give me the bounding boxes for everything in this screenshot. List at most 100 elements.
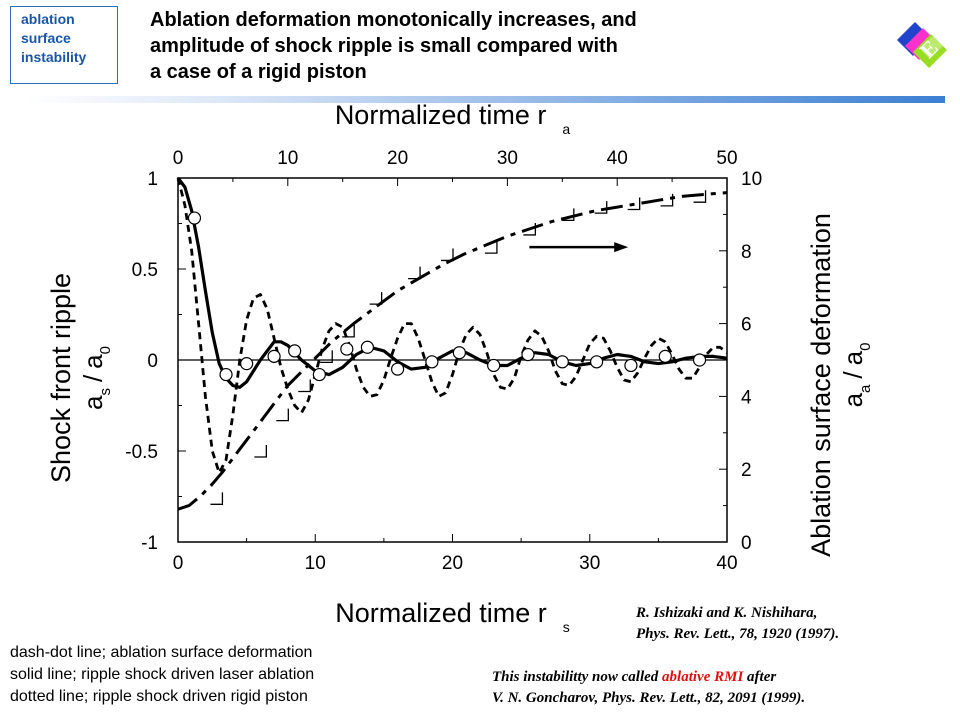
right-tick-label: 8 [741, 242, 752, 263]
square-corner-marker [298, 379, 311, 393]
circle-marker [624, 358, 638, 373]
reference-line: This instabilitty now called ablative RM… [492, 667, 805, 688]
note-solid: solid line; ripple shock driven laser ab… [10, 666, 315, 683]
right-axis-quantity-numerator-subscript: a [857, 384, 874, 393]
square-corner-marker [254, 445, 268, 458]
square-corner-marker [441, 248, 454, 262]
logo-icon: E [897, 22, 947, 68]
right-tick-label: 4 [741, 387, 752, 408]
top-tick-label: 40 [607, 148, 628, 169]
right-tick-label: 2 [741, 460, 752, 481]
topic-tag: ablation surface instability [10, 6, 118, 84]
square-corner-marker [523, 222, 537, 236]
x-tick-label: 20 [442, 553, 463, 574]
reference-line: R. Ishizaki and K. Nishihara, [636, 605, 818, 621]
left-axis-quantity-denominator-subscript: 0 [97, 346, 114, 354]
x-tick-label: 40 [716, 553, 737, 574]
title-underline-bar [25, 96, 945, 103]
right-tick-label: 10 [741, 169, 762, 190]
y-tick-label: 0.5 [132, 260, 158, 281]
circle-marker [658, 349, 672, 363]
square-corner-marker [594, 201, 608, 214]
right-axis-quantity-separator: / [838, 371, 868, 379]
reference-goncharov: This instabilitty now called ablative RM… [492, 667, 805, 709]
left-axis-quantity: as/a0 [78, 346, 114, 410]
direction-arrow-head [614, 242, 629, 253]
left-axis-quantity-denominator: a [78, 354, 108, 369]
right-axis-title-text: Ablation surface deformation [806, 213, 836, 557]
square-corner-marker [627, 197, 641, 211]
circle-marker [391, 362, 405, 376]
circle-marker [340, 342, 354, 356]
square-corner-marker [210, 492, 224, 505]
right-axis-quantity-numerator: a [838, 392, 868, 407]
reference-text: after [743, 669, 777, 685]
circle-marker [187, 211, 202, 225]
square-corner-marker [660, 193, 674, 207]
circle-marker [312, 367, 326, 382]
topic-tag-line: instability [21, 49, 87, 65]
circle-marker [240, 357, 254, 371]
circle-marker [267, 349, 281, 363]
square-corner-marker [408, 266, 421, 280]
note-dotted: dotted line; ripple shock driven rigid p… [10, 688, 308, 705]
note-dash-dot: dash-dot line; ablation surface deformat… [10, 644, 313, 661]
circle-marker [692, 353, 707, 367]
right-axis-quantity-denominator-subscript: 0 [857, 343, 874, 351]
y-tick-label: -1 [141, 533, 158, 554]
slide-title: Ablation deformation monotonically incre… [150, 7, 770, 85]
reference-text: This instabilitty now called [492, 669, 663, 685]
circle-marker [360, 340, 375, 354]
x-tick-label: 0 [173, 553, 184, 574]
circle-marker [452, 346, 466, 360]
square-corner-marker [693, 190, 707, 203]
series-laser-ablation-ripple-line [176, 177, 728, 389]
slide-title-line: Ablation deformation monotonically incre… [150, 9, 637, 31]
y-tick-label: -0.5 [125, 442, 158, 463]
square-corner-marker [276, 408, 289, 422]
reference-line: Phys. Rev. Lett., 78, 1920 (1997). [636, 626, 840, 642]
bottom-axis-title-text: Normalized time [335, 598, 538, 628]
circle-marker [219, 367, 233, 382]
x-tick-label: 30 [579, 553, 600, 574]
topic-tag-line: surface [21, 30, 71, 46]
slide-title-line: amplitude of shock ripple is small compa… [150, 35, 618, 57]
circle-marker [288, 344, 302, 358]
y-tick-label: 1 [147, 169, 158, 190]
series-rigid-piston-ripple-line [176, 177, 728, 475]
top-tick-label: 20 [387, 148, 408, 169]
right-axis-quantity-denominator: a [838, 350, 868, 365]
top-tick-label: 0 [173, 148, 184, 169]
left-axis-title: Shock front ripple as/a0 [46, 273, 114, 483]
circle-marker [487, 358, 501, 373]
square-corner-marker [369, 292, 383, 305]
right-tick-label: 0 [741, 533, 752, 554]
series-ablation-deformation-line [177, 191, 728, 511]
ablative-rmi-highlight: ablative RMI [662, 669, 744, 685]
square-corner-marker [561, 208, 575, 222]
slide-title-line: a case of a rigid piston [150, 61, 367, 83]
top-axis-title-symbol: r [537, 100, 546, 130]
top-tick-label: 30 [497, 148, 518, 169]
left-axis-title-text: Shock front ripple [46, 273, 76, 483]
left-axis-quantity-separator: / [78, 374, 108, 382]
topic-tag-line: ablation [21, 11, 75, 27]
circle-marker [590, 355, 604, 369]
bottom-axis-title-symbol: r [538, 598, 547, 628]
square-corner-marker [342, 324, 355, 338]
left-axis-quantity-numerator-subscript: s [97, 388, 114, 396]
square-corner-marker [484, 241, 498, 254]
y-tick-label: 0 [147, 351, 158, 372]
reference-ishizaki: R. Ishizaki and K. Nishihara, Phys. Rev.… [636, 603, 839, 645]
square-corner-marker [320, 350, 333, 364]
top-axis-title-subscript: a [562, 121, 570, 137]
circle-marker [521, 347, 535, 362]
x-tick-label: 10 [305, 553, 326, 574]
top-axis-title-text: Normalized time [335, 100, 538, 130]
top-tick-label: 50 [716, 148, 737, 169]
top-tick-label: 10 [277, 148, 298, 169]
right-axis-quantity: aa/a0 [838, 343, 874, 408]
